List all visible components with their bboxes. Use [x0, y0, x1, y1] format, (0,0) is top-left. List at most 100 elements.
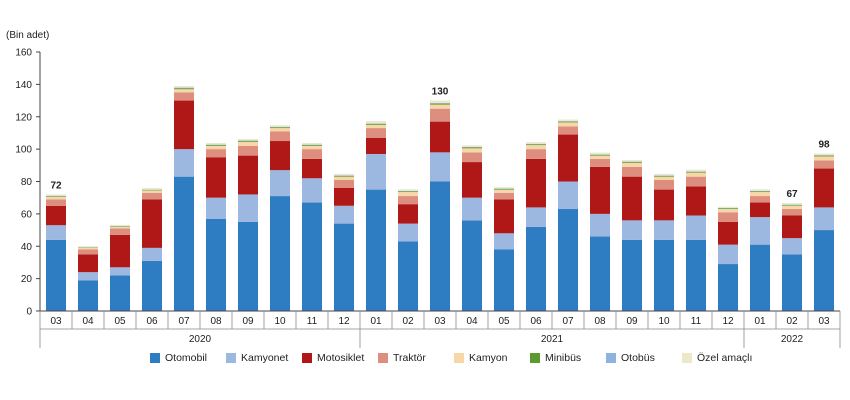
bar-segment-trakt-r	[654, 179, 674, 190]
bar-segment-minib-s	[718, 208, 738, 210]
bar-segment-minib-s	[590, 154, 610, 156]
bar-segment-otomobil	[366, 189, 386, 311]
bar-segment--zel-ama-l-	[494, 187, 514, 189]
x-tick-label: 09	[626, 316, 638, 327]
legend-swatch	[530, 353, 540, 363]
x-tick-label: 02	[786, 316, 798, 327]
x-tick-label: 08	[210, 316, 222, 327]
bar-segment-kamyonet	[110, 267, 130, 276]
bar-segment-kamyon	[46, 196, 66, 200]
bar-segment-motosiklet	[526, 158, 546, 208]
bar-segment-otomobil	[622, 239, 642, 311]
legend-item-otob-s: Otobüs	[606, 352, 655, 364]
bar-segment--zel-ama-l-	[782, 203, 802, 205]
bar-segment-otob-s	[174, 87, 194, 89]
bar-segment--zel-ama-l-	[622, 159, 642, 162]
legend-item-kamyon: Kamyon	[454, 352, 508, 364]
bar-segment-trakt-r	[334, 179, 354, 188]
bar-segment-otomobil	[814, 230, 834, 311]
bar-segment-kamyon	[78, 247, 98, 250]
bar-segment-motosiklet	[46, 205, 66, 226]
bar-segment-kamyon	[622, 162, 642, 167]
bar-segment-motosiklet	[718, 221, 738, 245]
bar-segment-otomobil	[462, 220, 482, 311]
legend-swatch	[150, 353, 160, 363]
bar-segment-otomobil	[174, 176, 194, 311]
bar-segment-minib-s	[366, 124, 386, 125]
bar-segment--zel-ama-l-	[526, 142, 546, 144]
x-tick-label: 01	[370, 316, 382, 327]
bar-segment-otomobil	[718, 264, 738, 311]
bar-segment--zel-ama-l-	[334, 173, 354, 176]
x-tick-label: 03	[434, 316, 446, 327]
x-tick-label: 06	[146, 316, 158, 327]
bar-segment-trakt-r	[206, 149, 226, 158]
bar-segment-motosiklet	[430, 121, 450, 153]
bar-segment-trakt-r	[430, 108, 450, 122]
bar-segment-kamyonet	[526, 207, 546, 227]
y-tick-label: 120	[15, 112, 32, 123]
bar-segment--zel-ama-l-	[206, 142, 226, 145]
legend-label: Motosiklet	[317, 352, 365, 364]
bar-segment-trakt-r	[270, 131, 290, 142]
chart-legend: Otomobil Kamyonet Motosiklet Traktör Kamyon M…	[0, 352, 850, 370]
bar-segment-minib-s	[46, 196, 66, 197]
bar-segment-motosiklet	[494, 199, 514, 234]
bar-segment-minib-s	[398, 191, 418, 193]
bar-segment--zel-ama-l-	[462, 145, 482, 148]
bar-segment-minib-s	[750, 191, 770, 193]
bar-segment-trakt-r	[78, 249, 98, 255]
bar-segment-kamyonet	[398, 223, 418, 242]
bar-segment-kamyonet	[558, 181, 578, 210]
bar-segment--zel-ama-l-	[558, 119, 578, 122]
bar-segment-trakt-r	[558, 126, 578, 135]
bar-segment-trakt-r	[814, 160, 834, 169]
legend-item-motosiklet: Motosiklet	[302, 352, 364, 364]
bar-segment--zel-ama-l-	[430, 100, 450, 103]
year-label: 2020	[189, 334, 212, 345]
bar-segment-otomobil	[142, 260, 162, 311]
bar-segment-trakt-r	[718, 212, 738, 222]
data-label: 98	[818, 139, 830, 150]
bar-segment-trakt-r	[174, 92, 194, 101]
legend-label: Traktör	[393, 352, 426, 364]
bar-segment-kamyonet	[142, 247, 162, 261]
x-tick-label: 03	[818, 316, 830, 327]
bar-segment-motosiklet	[782, 215, 802, 239]
bar-segment-minib-s	[270, 127, 290, 129]
bar-segment-kamyonet	[334, 205, 354, 224]
bar-segment-motosiklet	[462, 162, 482, 198]
y-tick-label: 60	[21, 209, 33, 220]
bar-segment-trakt-r	[686, 176, 706, 187]
x-tick-label: 07	[178, 316, 190, 327]
bar-segment-otomobil	[78, 280, 98, 311]
legend-swatch	[226, 353, 236, 363]
bar-segment-otomobil	[750, 244, 770, 311]
bar-segment-kamyonet	[686, 215, 706, 240]
bar-segment-kamyon	[590, 155, 610, 159]
bar-segment-kamyon	[206, 145, 226, 150]
bar-segment-kamyon	[302, 145, 322, 150]
y-axis-label: (Bin adet)	[6, 30, 50, 41]
legend-label: Otobüs	[621, 352, 655, 364]
bar-segment-otomobil	[398, 241, 418, 311]
bar-segment-kamyonet	[174, 149, 194, 177]
bar-segment-kamyon	[238, 141, 258, 146]
y-tick-label: 40	[21, 242, 33, 253]
bar-segment--zel-ama-l-	[78, 246, 98, 248]
bar-segment-kamyon	[270, 128, 290, 132]
bar-segment-otomobil	[494, 249, 514, 311]
legend-item-trakt-r: Traktör	[378, 352, 426, 364]
bar-segment-minib-s	[558, 121, 578, 123]
bar-segment-kamyon	[174, 89, 194, 93]
bar-segment-motosiklet	[686, 186, 706, 216]
legend-swatch	[302, 353, 312, 363]
bar-segment-kamyonet	[494, 233, 514, 250]
bar-segment-motosiklet	[398, 204, 418, 224]
bar-segment--zel-ama-l-	[270, 125, 290, 127]
x-tick-label: 12	[722, 316, 734, 327]
bar-segment-minib-s	[174, 88, 194, 90]
bar-segment-motosiklet	[558, 134, 578, 182]
bar-segment-motosiklet	[270, 141, 290, 171]
bar-segment-kamyonet	[654, 220, 674, 240]
